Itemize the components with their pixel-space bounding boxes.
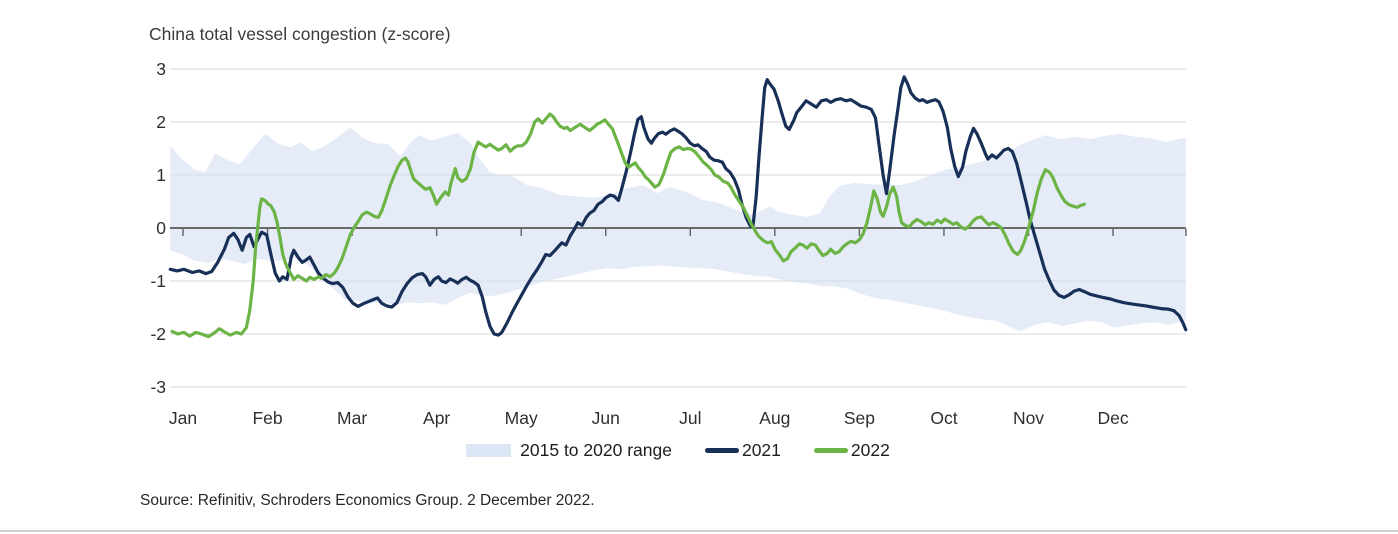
x-axis-label-Sep: Sep	[844, 408, 875, 428]
source-note: Source: Refinitiv, Schroders Economics G…	[140, 492, 595, 509]
series-line-2021	[168, 75, 1188, 337]
legend-item-2021: 2021	[704, 440, 781, 461]
x-axis-label-Aug: Aug	[759, 408, 790, 428]
y-axis-label-1: 1	[156, 165, 166, 185]
y-axis-label--3: -3	[150, 377, 166, 397]
x-axis-label-Apr: Apr	[423, 408, 450, 428]
x-axis-label-Nov: Nov	[1013, 408, 1044, 428]
range-swatch	[466, 444, 512, 457]
x-axis-label-Jan: Jan	[169, 408, 197, 428]
legend-label-2022: 2022	[850, 440, 890, 460]
x-axis-label-May: May	[505, 408, 538, 428]
x-axis-label-Feb: Feb	[252, 408, 282, 428]
x-axis-label-Jul: Jul	[679, 408, 701, 428]
legend-label-range: 2015 to 2020 range	[520, 440, 672, 460]
legend: 2015 to 2020 range 2021 2022	[170, 440, 1186, 461]
band-2015-2020-range	[170, 127, 1186, 332]
y-axis-label-3: 3	[156, 59, 166, 79]
bottom-divider	[0, 530, 1398, 532]
legend-item-range: 2015 to 2020 range	[466, 440, 672, 461]
y-axis-label-2: 2	[156, 112, 166, 132]
y-axis-label--1: -1	[150, 271, 166, 291]
series-line-2022	[170, 112, 1086, 339]
y-axis-label--2: -2	[150, 324, 166, 344]
legend-item-2022: 2022	[813, 440, 890, 461]
x-axis-label-Oct: Oct	[930, 408, 957, 428]
x-axis-label-Dec: Dec	[1097, 408, 1128, 428]
x-axis-label-Jun: Jun	[592, 408, 620, 428]
legend-label-2021: 2021	[741, 440, 781, 460]
series-2021-swatch	[704, 448, 739, 453]
y-axis-label-0: 0	[156, 218, 166, 238]
series-2022-swatch	[813, 448, 848, 453]
x-axis-label-Mar: Mar	[337, 408, 367, 428]
chart-title: China total vessel congestion (z-score)	[149, 24, 451, 44]
